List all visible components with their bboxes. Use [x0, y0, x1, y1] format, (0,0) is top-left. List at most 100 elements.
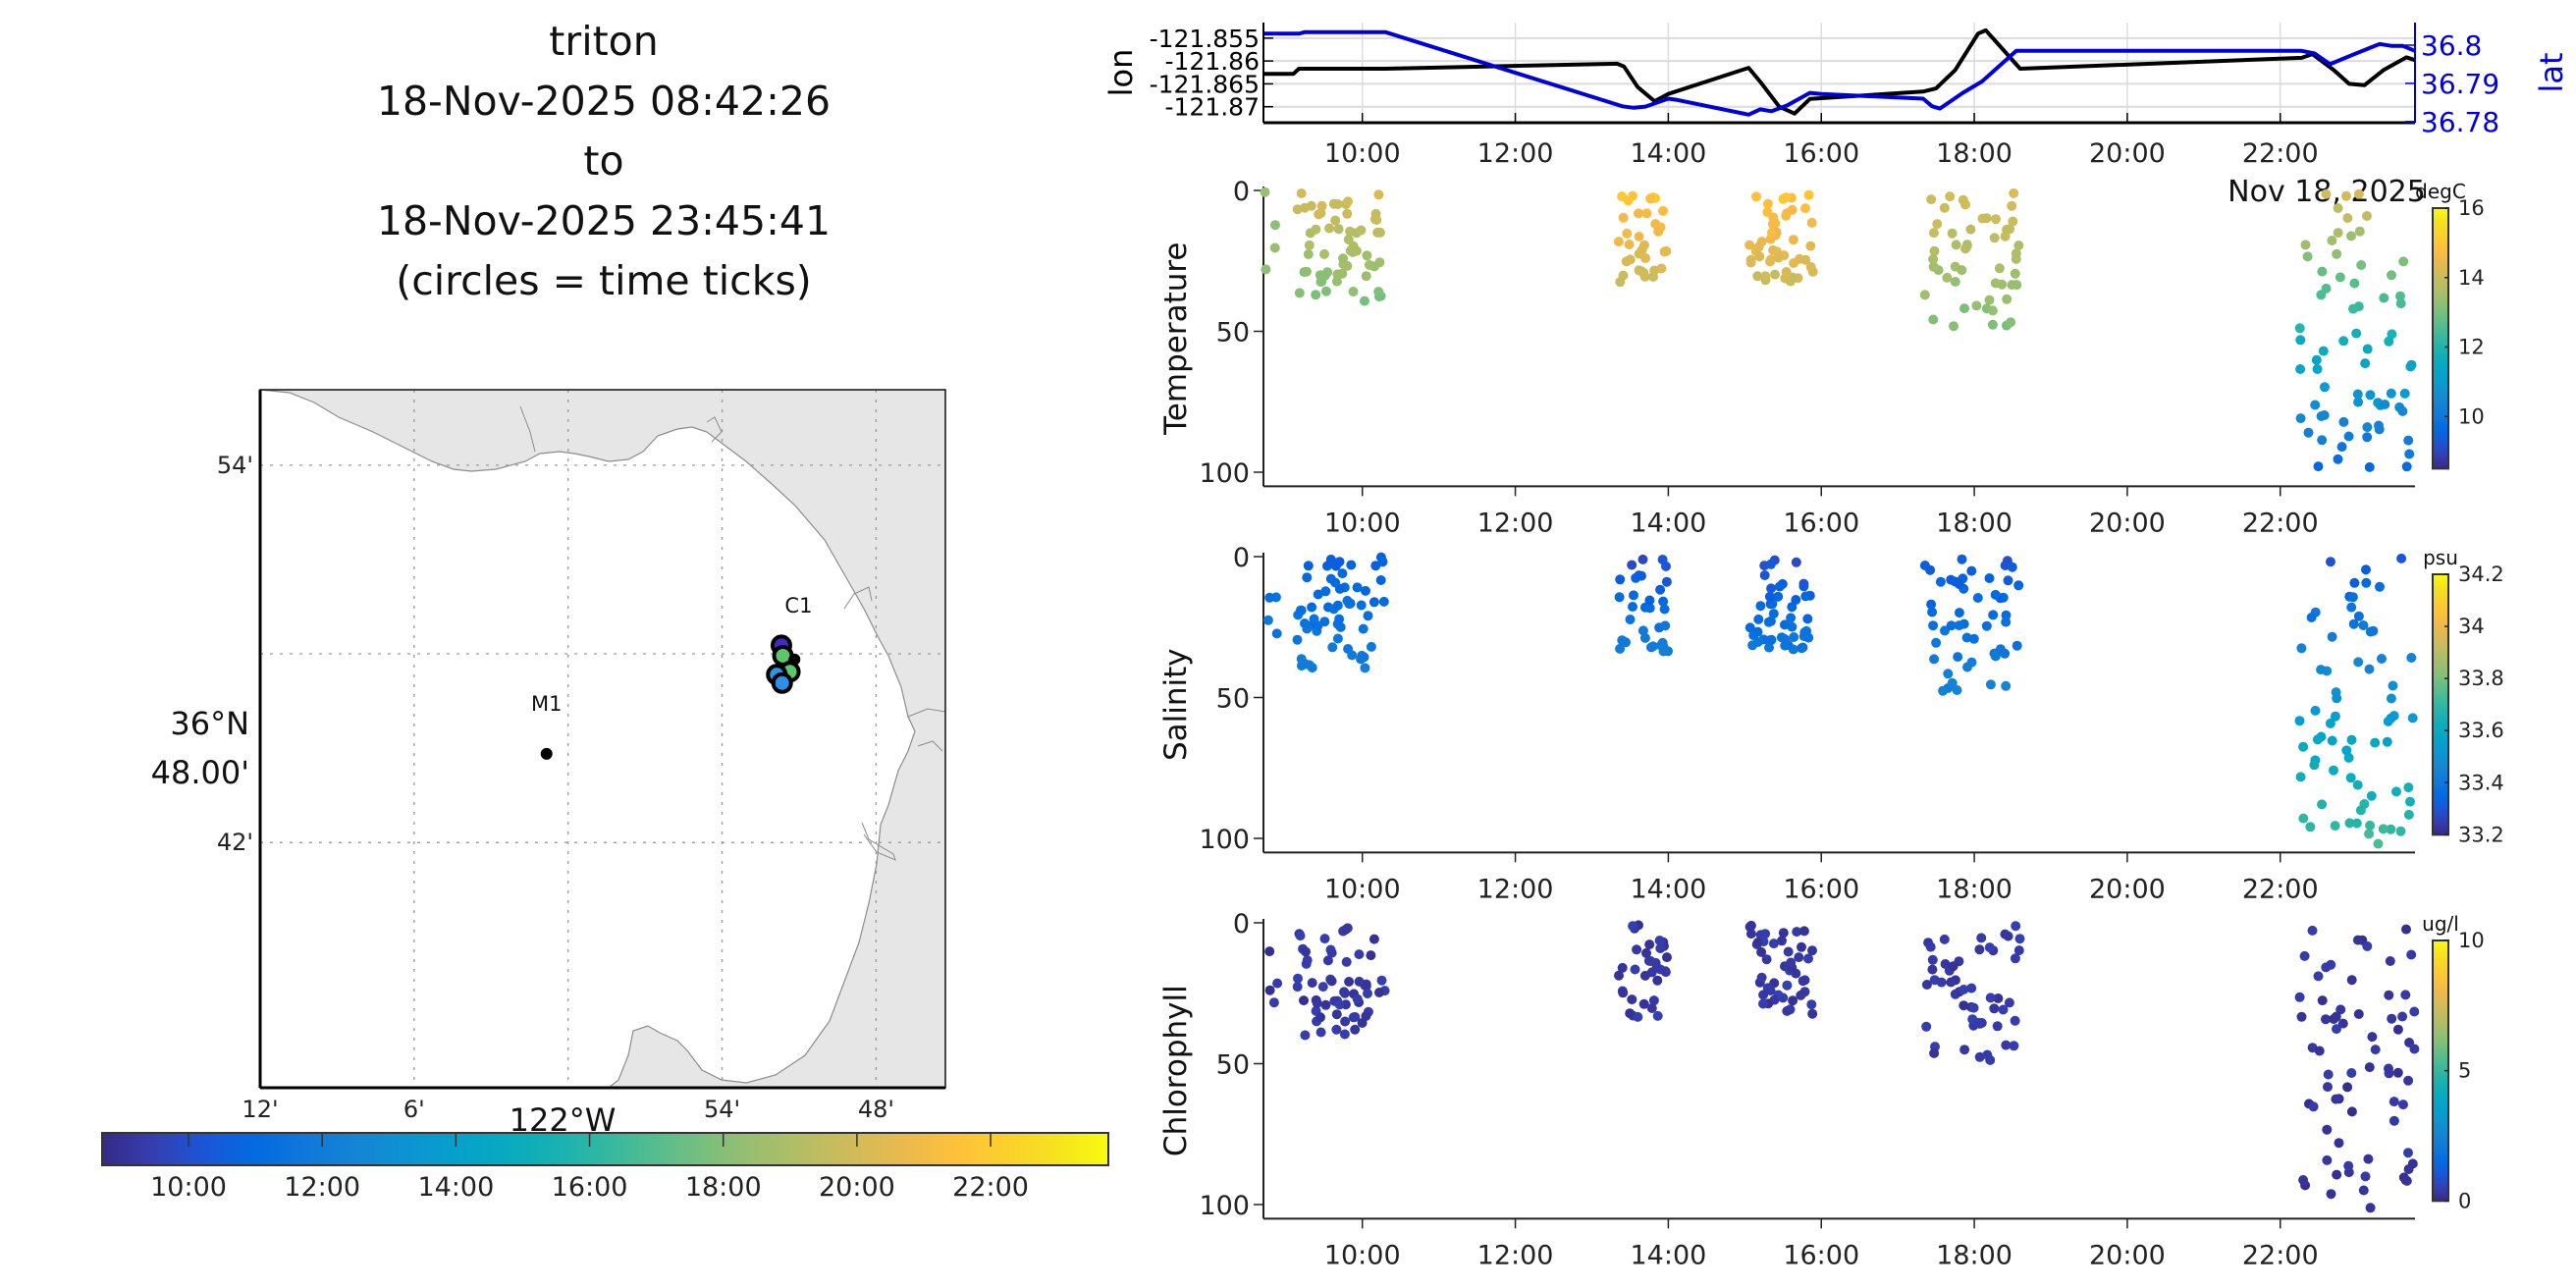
profile-data-point [1617, 635, 1628, 646]
lonlat-lines [1263, 27, 2416, 117]
panel-x-tick-label: 12:00 [1477, 874, 1554, 904]
profile-data-point [1928, 261, 1939, 272]
profile-data-point [2010, 953, 2020, 964]
profile-data-point [1756, 237, 1767, 247]
profile-data-point [1759, 570, 1770, 580]
profile-data-point [1311, 290, 1321, 300]
panel-colorbar [2432, 207, 2449, 470]
lat-tick-label: 36.8 [2421, 29, 2482, 62]
profile-data-point [1981, 213, 1992, 224]
profile-data-point [1957, 554, 1967, 564]
profile-data-point [2013, 945, 2024, 956]
profile-data-point [1778, 928, 1789, 939]
profile-data-point [1634, 232, 1644, 242]
profile-data-point [2364, 461, 2375, 472]
colorbar-tick-label: 34.2 [2458, 563, 2504, 586]
map-tick-labels: 12' 6' 54' 48' 54' 42' [217, 452, 894, 1123]
profile-data-point [1921, 980, 1932, 990]
colorbar-tick-label: 12 [2458, 336, 2485, 359]
profile-data-point [2353, 188, 2364, 199]
profile-data-point [1927, 954, 1938, 965]
station-marker-m1 [540, 747, 553, 760]
profile-data-point [2370, 1045, 2381, 1055]
profile-data-point [1803, 953, 1813, 964]
profile-data-point [1984, 942, 1995, 953]
panel-y-tick-label: 50 [1216, 318, 1250, 349]
profile-data-point [1968, 1002, 1979, 1013]
profile-data-point [1296, 188, 1307, 198]
profile-data-point [1624, 240, 1635, 249]
profile-data-point [2330, 711, 2340, 722]
profile-data-point [1373, 287, 1384, 297]
profile-data-point [2322, 1124, 2333, 1135]
profile-data-point [1805, 262, 1816, 272]
profile-data-point [1661, 561, 1671, 571]
profile-data-point [1348, 287, 1359, 296]
panel-x-tick-label: 10:00 [1324, 874, 1401, 904]
profile-data-point [2317, 799, 2328, 810]
time-colorbar-ticks: 10:00 12:00 14:00 16:00 18:00 20:00 22:00 [150, 1133, 1029, 1203]
time-colorbar-fill[interactable] [101, 1132, 1109, 1166]
profile-data-point [1375, 575, 1386, 585]
profile-data-point [1344, 977, 1355, 987]
title-note: (circles = time ticks) [396, 257, 812, 304]
profile-data-point [2362, 211, 2372, 221]
profile-data-point [1262, 615, 1273, 625]
profile-data-point [1354, 949, 1365, 960]
profile-data-point [1617, 962, 1628, 973]
profile-data-point [1338, 253, 1349, 264]
lon-tick-label: -121.86 [1165, 47, 1261, 76]
profile-data-point [1760, 271, 1771, 282]
profile-data-point [1787, 602, 1798, 613]
panel-x-tick-label: 20:00 [2089, 508, 2166, 538]
profile-data-point [1618, 988, 1629, 998]
profile-data-point [2353, 611, 2364, 621]
profile-data-point [2363, 1154, 2374, 1164]
profile-data-point [1625, 615, 1636, 624]
panel-x-tick-label: 22:00 [2242, 1240, 2319, 1270]
profile-data-point [1768, 212, 1779, 223]
profile-data-point [2397, 1011, 2408, 1022]
profile-data-point [1959, 1000, 1969, 1011]
profile-data-point [1929, 245, 1940, 256]
panel-x-tick-label: 16:00 [1783, 1240, 1859, 1270]
profile-data-point [1334, 557, 1345, 567]
profile-data-point [1641, 947, 1651, 958]
profile-data-point [2306, 613, 2317, 622]
lon-lat-plot: 10:00 12:00 14:00 16:00 18:00 20:00 22:00 -121.… [1102, 23, 2570, 209]
profile-data-point [2333, 228, 2343, 239]
profile-data-point [2299, 950, 2310, 961]
profile-data-point [1783, 946, 1794, 957]
profile-data-point [1315, 1027, 1326, 1038]
profile-data-point [1799, 627, 1810, 638]
profile-data-point [1800, 591, 1811, 602]
harbor [861, 822, 896, 861]
profile-data-point [1646, 967, 1657, 978]
profile-data-point [1926, 194, 1937, 205]
profile-data-point [1325, 554, 1336, 564]
profile-data-point [1295, 605, 1306, 616]
time-colorbar-tick-label: 18:00 [685, 1172, 762, 1203]
profile-data-point [2400, 990, 2411, 1000]
profile-data-point [1347, 650, 1358, 661]
profile-data-point [1950, 277, 1960, 287]
profile-data-point [1363, 989, 1372, 998]
profile-data-point [1992, 1021, 2003, 1032]
profile-data-point [1647, 641, 1658, 652]
lonlat-ticks: 10:00 12:00 14:00 16:00 18:00 20:00 22:00 -121.… [1150, 25, 2500, 169]
profile-data-point [2329, 1014, 2339, 1024]
profile-data-point [1316, 200, 1327, 211]
profile-data-point [2401, 924, 2411, 935]
profile-data-point [1762, 983, 1773, 993]
profile-data-point [1789, 632, 1799, 642]
colorbar-tick-label: 14 [2458, 266, 2485, 290]
profile-data-point [1788, 995, 1798, 1006]
profile-data-point [2008, 216, 2018, 227]
profile-data-point [1951, 240, 1961, 250]
profile-data-point [1919, 290, 1930, 300]
profile-data-point [1264, 946, 1275, 957]
profile-data-point [1363, 611, 1373, 621]
profile-data-point [1660, 620, 1671, 631]
profile-data-point [1342, 208, 1353, 219]
